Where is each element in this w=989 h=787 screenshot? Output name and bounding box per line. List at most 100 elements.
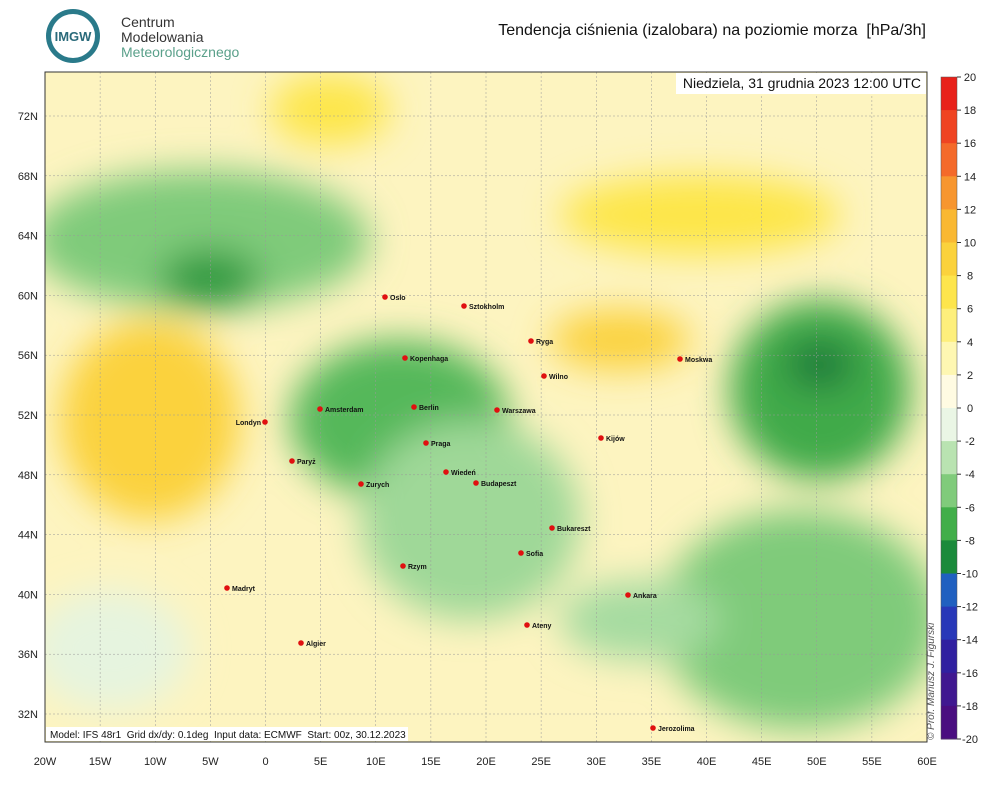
lat-label: 44N <box>18 530 38 542</box>
cities: Oslo Sztokholm Kopenhaga Ryga Moskwa Wilno Ams… <box>224 294 712 733</box>
colorbar-label: -16 <box>962 668 978 680</box>
city-dot <box>443 469 449 475</box>
city-label: Sofia <box>526 551 543 558</box>
city-label: Paryż <box>297 459 316 466</box>
city-dot <box>224 585 230 591</box>
colorbar-label: 2 <box>967 370 973 382</box>
lat-label: 52N <box>18 410 38 422</box>
lon-label: 40E <box>697 756 717 768</box>
city-label: Ankara <box>633 593 657 600</box>
lat-label: 60N <box>18 290 38 302</box>
colorbar: 20181614121086420-2-4-6-8-10-12-14-16-18… <box>940 72 978 746</box>
lon-label: 55E <box>862 756 882 768</box>
footer: Model: IFS 48r1 Grid dx/dy: 0.1deg Input… <box>50 730 406 741</box>
city-label: Kijów <box>606 436 625 443</box>
city-label: Londyn <box>236 420 261 427</box>
city-label: Ateny <box>532 623 552 630</box>
city-dot <box>298 640 304 646</box>
lon-label: 15E <box>421 756 441 768</box>
city-dot <box>677 356 683 362</box>
colorbar-swatch <box>941 573 957 608</box>
colorbar-label: -18 <box>962 701 978 713</box>
city-dot <box>518 550 524 556</box>
city-dot <box>461 303 467 309</box>
org-line: Modelowania <box>121 29 204 45</box>
city-dot <box>423 440 429 446</box>
city-label: Oslo <box>390 295 406 302</box>
date-box <box>676 73 926 94</box>
city-label: Madryt <box>232 586 256 593</box>
colorbar-label: -2 <box>965 436 975 448</box>
footer-box <box>46 727 408 741</box>
colorbar-label: -10 <box>962 569 978 581</box>
city-label: Berlin <box>419 405 439 412</box>
city-label: Ryga <box>536 339 553 346</box>
city-dot <box>358 481 364 487</box>
colorbar-swatch <box>941 110 957 144</box>
colorbar-label: 6 <box>967 304 973 316</box>
colorbar-label: -14 <box>962 635 978 647</box>
city-dot <box>650 725 656 731</box>
lon-label: 20E <box>476 756 496 768</box>
logo-text: IMGW <box>55 29 93 44</box>
lat-label: 64N <box>18 231 38 243</box>
city-dot <box>549 525 555 531</box>
city-dot <box>494 407 500 413</box>
field <box>45 72 927 742</box>
colorbar-swatch <box>941 209 957 243</box>
city-dot <box>411 404 417 410</box>
city-label: Bukareszt <box>557 526 591 533</box>
colorbar-swatch <box>941 341 957 376</box>
lon-label: 15W <box>89 756 112 768</box>
lon-label: 0 <box>262 756 268 768</box>
city-dot <box>625 592 631 598</box>
city-label: Zurych <box>366 482 389 489</box>
org-line: Meteorologicznego <box>121 44 240 60</box>
colorbar-swatch <box>941 374 957 409</box>
city-dot <box>262 419 268 425</box>
lon-label: 45E <box>752 756 772 768</box>
colorbar-swatch <box>941 77 957 111</box>
org-line: Centrum <box>121 14 175 30</box>
copyright: © Prof. Mariusz J. Figurski <box>926 622 937 740</box>
lat-label: 40N <box>18 589 38 601</box>
colorbar-swatch <box>941 242 957 277</box>
lon-label: 30E <box>586 756 606 768</box>
lon-label: 5E <box>314 756 327 768</box>
lon-label: 5W <box>202 756 219 768</box>
colorbar-label: -4 <box>965 469 975 481</box>
city-dot <box>528 338 534 344</box>
city-label: Sztokholm <box>469 304 504 311</box>
colorbar-swatch <box>941 540 957 574</box>
city-dot <box>598 435 604 441</box>
colorbar-label: -12 <box>962 602 978 614</box>
lon-label: 60E <box>917 756 937 768</box>
colorbar-swatch <box>941 275 957 310</box>
city-label: Algier <box>306 641 326 648</box>
colorbar-swatch <box>941 639 957 674</box>
lon-label: 50E <box>807 756 827 768</box>
city-dot <box>400 563 406 569</box>
colorbar-swatch <box>941 606 957 641</box>
colorbar-swatch <box>941 474 957 508</box>
lon-label: 35E <box>642 756 662 768</box>
colorbar-label: 8 <box>967 271 973 283</box>
city-label: Wiedeń <box>451 470 476 477</box>
city-label: Kopenhaga <box>410 356 448 363</box>
city-label: Warszawa <box>502 408 536 415</box>
city-dot <box>473 480 479 486</box>
lat-label: 48N <box>18 470 38 482</box>
lon-label: 20W <box>34 756 57 768</box>
colorbar-swatch <box>941 672 957 707</box>
colorbar-label: 10 <box>964 238 976 250</box>
colorbar-label: -6 <box>965 502 975 514</box>
lat-label: 36N <box>18 649 38 661</box>
city-label: Rzym <box>408 564 427 571</box>
city-dot <box>317 406 323 412</box>
city-dot <box>402 355 408 361</box>
city-dot <box>541 373 547 379</box>
logo: IMGW Centrum Modelowania Meteorologiczne… <box>46 9 240 63</box>
colorbar-label: 18 <box>964 105 976 117</box>
colorbar-swatch <box>941 705 957 740</box>
colorbar-label: 16 <box>964 138 976 150</box>
